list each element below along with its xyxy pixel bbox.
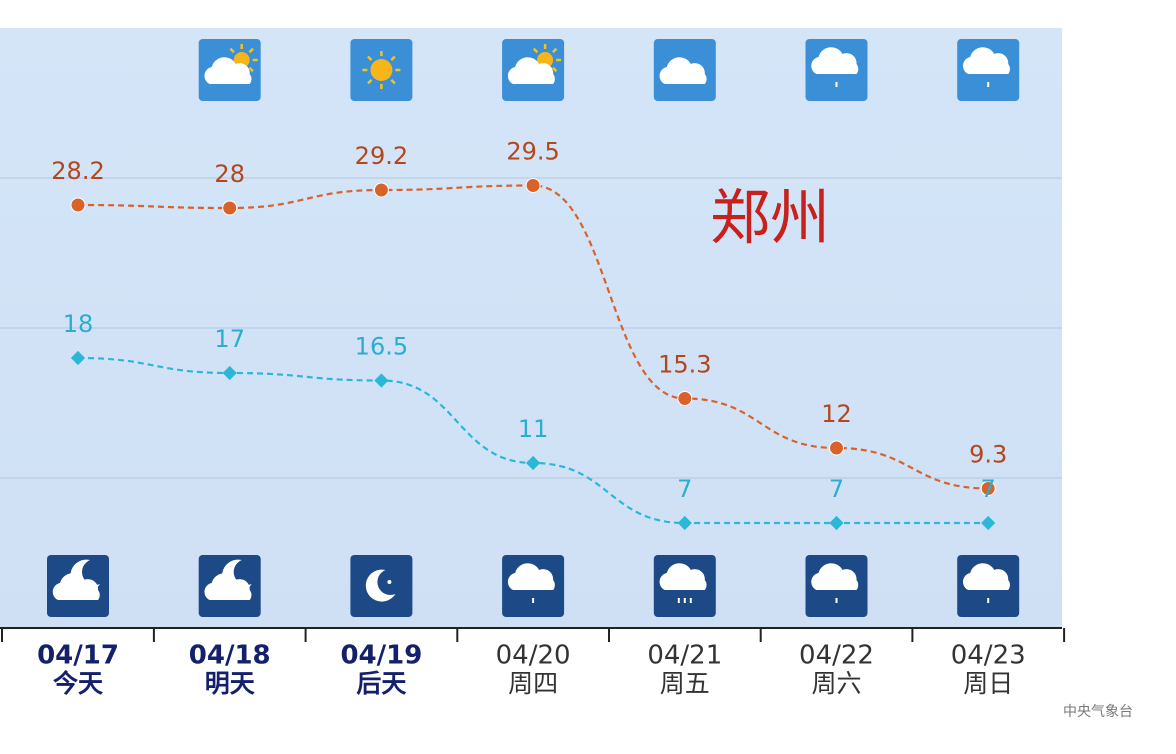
cloud <box>52 573 100 600</box>
moon <box>365 569 396 602</box>
weather-icon <box>47 555 109 617</box>
sun-ray <box>367 55 373 61</box>
weather-icon <box>350 555 413 617</box>
weekday-label: 明天 <box>205 669 255 698</box>
icon-tile <box>350 555 413 617</box>
weather-icon <box>502 39 565 101</box>
weather-icon <box>350 39 413 101</box>
data-point <box>981 515 996 531</box>
weekday-label: 周四 <box>508 669 558 698</box>
weather-icon <box>653 555 716 617</box>
data-point <box>980 481 996 496</box>
data-label: 12 <box>821 400 852 428</box>
data-label: 18 <box>63 310 94 338</box>
data-point <box>526 455 541 471</box>
cloud <box>507 57 555 84</box>
weather-icon <box>805 39 868 101</box>
data-point <box>222 200 238 216</box>
cloud <box>962 563 1010 590</box>
weather-icon <box>198 555 261 617</box>
sun-ray <box>367 79 373 85</box>
data-label: 11 <box>518 415 549 443</box>
cloud <box>659 563 707 590</box>
sun-ray <box>551 47 558 54</box>
weekday-label: 周六 <box>811 669 861 698</box>
source: 中央气象台 <box>1063 704 1133 720</box>
data-point <box>525 178 541 193</box>
data-label: 29.5 <box>506 138 559 166</box>
star <box>387 580 392 584</box>
x-tick-label: 04/20 <box>496 641 571 671</box>
cloud <box>811 47 859 74</box>
sun-ray <box>248 66 254 73</box>
data-label: 29.2 <box>355 142 408 170</box>
weather-icon <box>198 39 261 101</box>
sun-ray <box>248 47 254 54</box>
data-point <box>829 440 844 456</box>
data-point <box>70 350 86 366</box>
x-tick-label: 04/23 <box>951 641 1026 671</box>
weather-icon <box>653 39 716 101</box>
data-point <box>373 182 389 198</box>
x-tick-label: 04/18 <box>189 641 271 671</box>
sun-ray <box>390 79 396 85</box>
cloud <box>204 573 252 600</box>
cloud <box>659 57 707 84</box>
x-tick-label: 04/22 <box>799 641 874 671</box>
weekday-label: 周日 <box>963 669 1013 698</box>
sun-ray <box>532 47 539 54</box>
sun-ray <box>390 55 396 61</box>
data-label: 9.3 <box>969 441 1007 469</box>
x-tick-label: 04/19 <box>340 641 422 671</box>
weather-icon <box>805 555 868 617</box>
weather-icon <box>957 39 1020 101</box>
data-label: 7 <box>677 475 692 503</box>
data-point <box>222 365 237 381</box>
data-point <box>70 197 86 213</box>
cloud <box>811 563 859 590</box>
data-label: 16.5 <box>355 333 408 361</box>
data-label: 7 <box>829 475 844 503</box>
data-point <box>374 373 389 388</box>
cloud <box>962 47 1010 74</box>
cloud <box>204 57 252 84</box>
sun-ray <box>229 47 235 54</box>
data-label: 17 <box>214 325 245 353</box>
data-label: 28.2 <box>51 157 104 185</box>
x-tick-label: 04/17 <box>37 641 119 671</box>
weekday-label: 周五 <box>660 669 710 698</box>
weekday-label: 今天 <box>53 669 103 698</box>
x-tick-label: 04/21 <box>647 641 722 671</box>
weekday-label: 后天 <box>356 669 406 698</box>
data-point <box>677 515 692 531</box>
data-label: 28 <box>214 160 245 188</box>
weather-icon <box>957 555 1020 617</box>
data-label: 15.3 <box>658 351 711 379</box>
data-point <box>829 515 844 531</box>
city-title: 郑州 <box>710 184 830 254</box>
data-label: 7 <box>981 475 996 503</box>
sun <box>370 59 393 81</box>
data-point <box>677 391 693 406</box>
weather-icon <box>502 555 565 617</box>
sun-ray <box>551 66 558 73</box>
cloud <box>507 563 555 590</box>
